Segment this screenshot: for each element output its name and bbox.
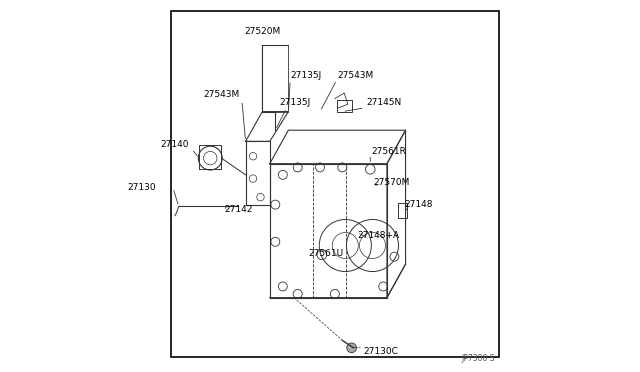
Text: 27148+A: 27148+A — [357, 231, 399, 240]
Text: 27135J: 27135J — [279, 98, 310, 107]
Text: 27145N: 27145N — [367, 98, 402, 107]
Text: 27561R: 27561R — [371, 147, 406, 155]
Text: 27140: 27140 — [161, 140, 189, 149]
Text: 27561U: 27561U — [308, 249, 343, 258]
Text: 27570M: 27570M — [373, 178, 410, 187]
Text: 27543M: 27543M — [204, 90, 240, 99]
Text: 27520M: 27520M — [244, 27, 280, 36]
Bar — [398, 203, 408, 218]
Text: 27130C: 27130C — [364, 347, 398, 356]
Bar — [337, 100, 351, 112]
Text: 27142: 27142 — [224, 205, 252, 214]
Text: 27148: 27148 — [405, 200, 433, 209]
Text: JP7300 S: JP7300 S — [461, 354, 495, 363]
Text: 27135J: 27135J — [291, 71, 321, 80]
Bar — [172, 11, 499, 357]
Text: 27543M: 27543M — [338, 71, 374, 80]
Circle shape — [347, 343, 356, 353]
Text: 27130: 27130 — [127, 183, 156, 192]
